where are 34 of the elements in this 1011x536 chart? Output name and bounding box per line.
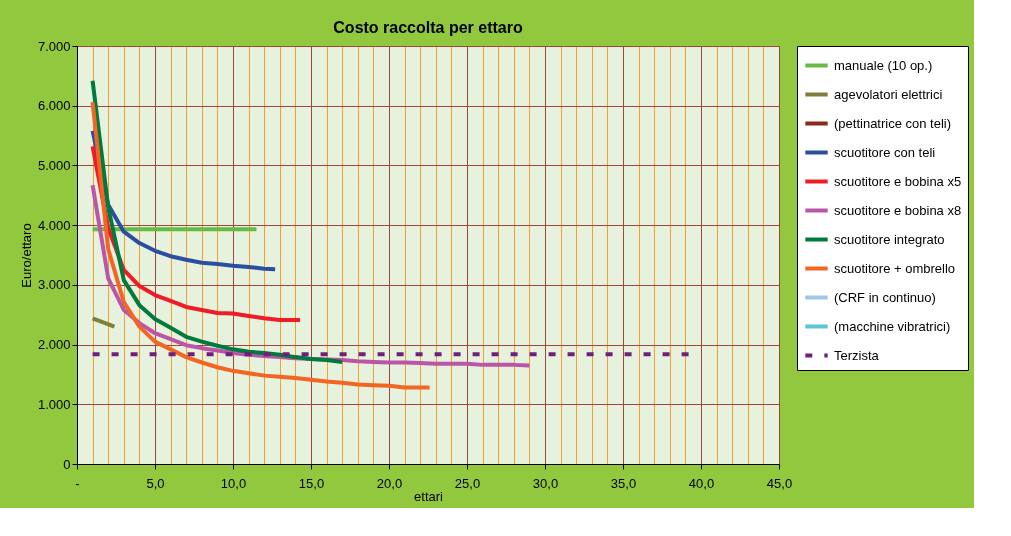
x-tick-label: 35,0	[610, 475, 637, 491]
x-axis-title: ettari	[414, 488, 444, 504]
x-tick-label: 40,0	[688, 475, 715, 491]
legend-label: scuotitore con teli	[834, 144, 936, 160]
x-tick-label: 20,0	[376, 475, 403, 491]
legend-label: scuotitore e bobina x8	[834, 202, 962, 218]
y-tick-label: 7.000	[37, 38, 71, 54]
legend-label: scuotitore e bobina x5	[834, 173, 962, 189]
y-tick-label: 2.000	[37, 337, 71, 353]
x-tick-label: 45,0	[766, 475, 793, 491]
y-tick-label: 6.000	[37, 98, 71, 114]
legend-label: Terzista	[834, 347, 880, 363]
line-series	[90, 78, 345, 364]
legend-label: agevolatori elettrici	[834, 86, 943, 102]
y-tick-label: 5.000	[37, 157, 71, 173]
chart-title: Costo raccolta per ettaro	[333, 19, 523, 36]
legend-label: (pettinatrice con teli)	[834, 115, 952, 131]
x-tick-label: 15,0	[298, 475, 325, 491]
legend-label: (CRF in continuo)	[834, 289, 936, 305]
y-tick-label: 1.000	[37, 396, 71, 412]
legend-label: scuotitore + ombrello	[834, 260, 956, 276]
x-tick-label: -	[75, 475, 80, 491]
y-axis-title: Euro/ettaro	[18, 223, 34, 288]
x-tick-label: 30,0	[532, 475, 559, 491]
legend-label: manuale (10 op.)	[834, 57, 933, 73]
x-tick-label: 5,0	[146, 475, 165, 491]
legend-label: (macchine vibratrici)	[834, 318, 951, 334]
x-tick-label: 10,0	[220, 475, 247, 491]
line-series	[90, 100, 432, 390]
y-tick-label: 4.000	[37, 217, 71, 233]
y-tick-label: 3.000	[37, 277, 71, 293]
y-tick-label: 0	[63, 456, 71, 472]
x-tick-label: 25,0	[454, 475, 481, 491]
legend-label: scuotitore integrato	[834, 231, 945, 247]
